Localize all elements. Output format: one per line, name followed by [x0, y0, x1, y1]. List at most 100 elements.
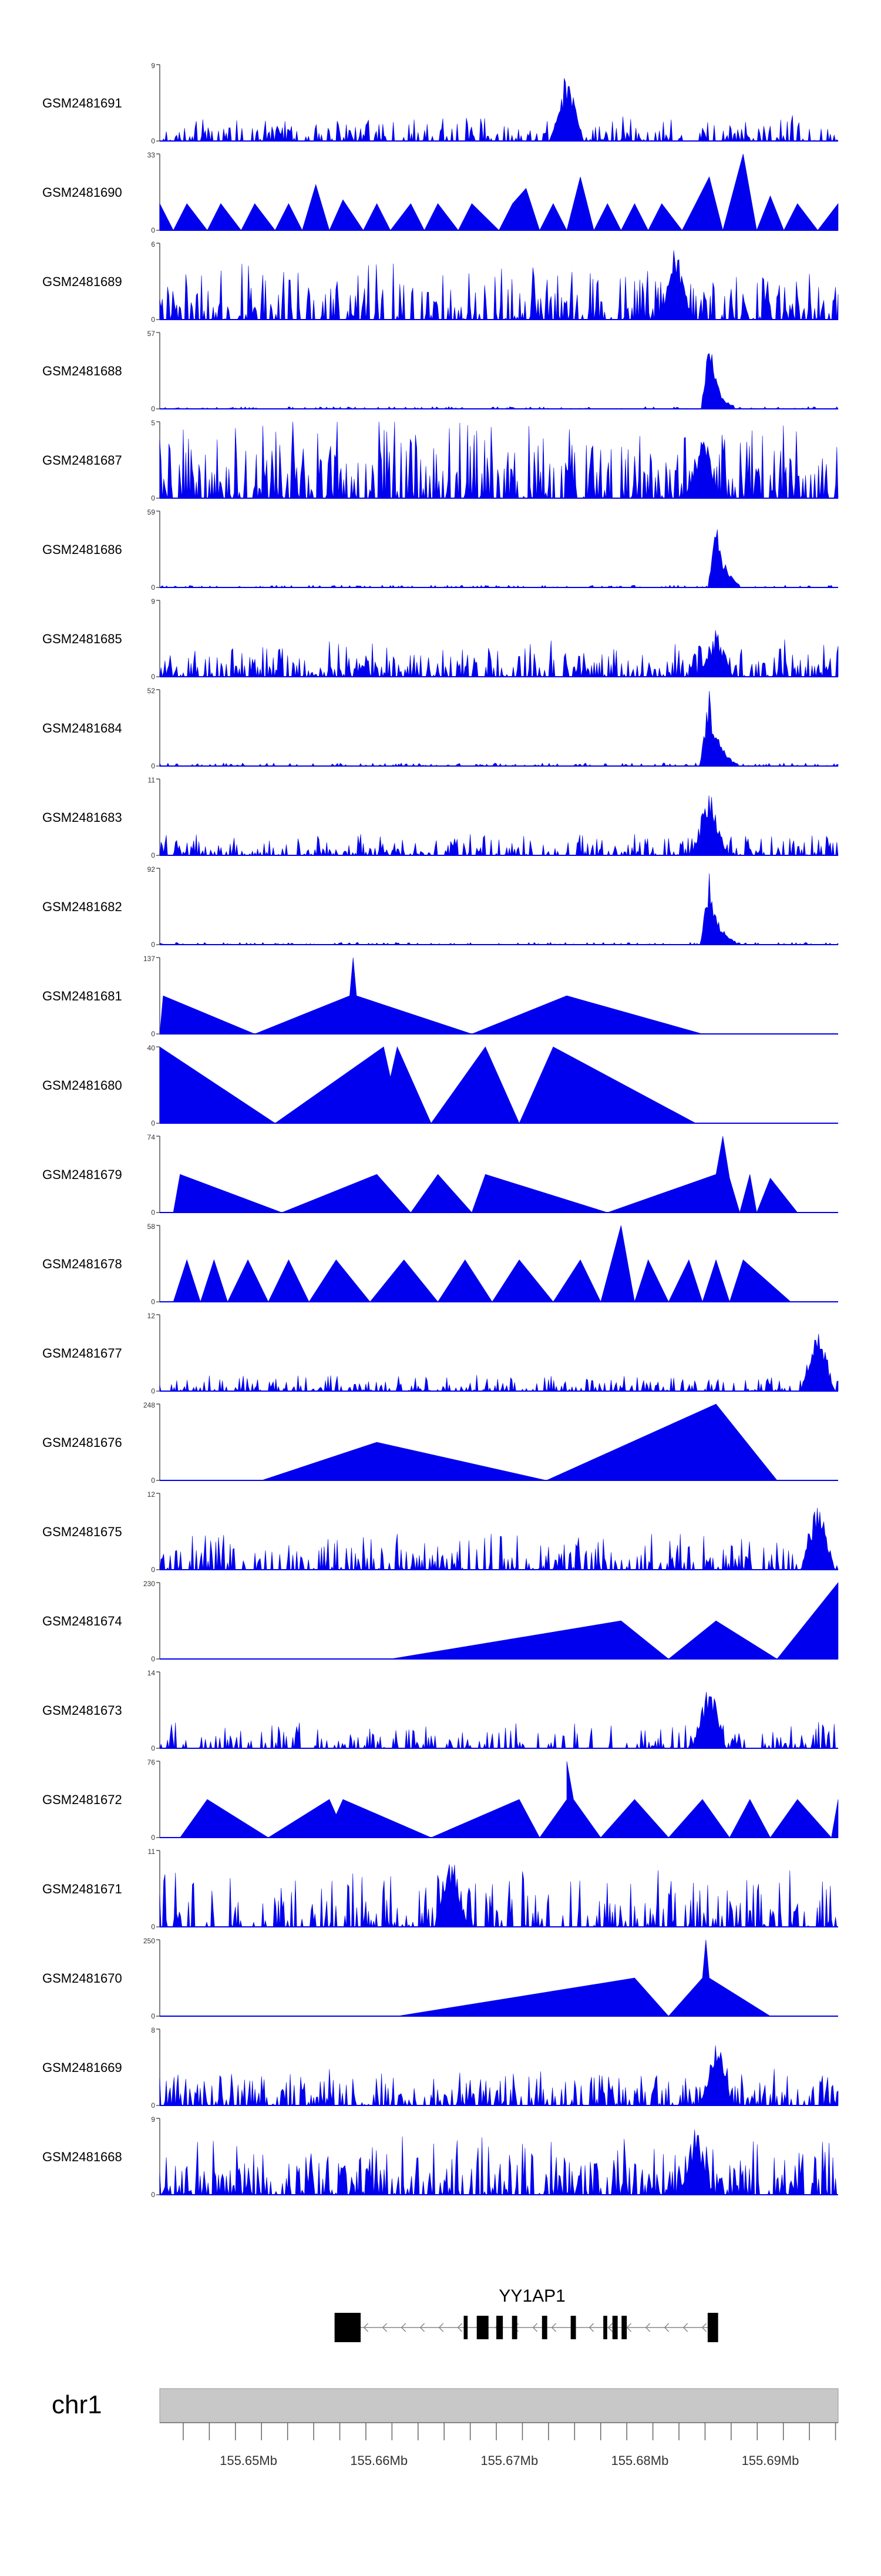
y-min-label: 0 [151, 1387, 155, 1395]
gene-exon [512, 2316, 517, 2339]
track-label: GSM2481691 [42, 96, 122, 110]
x-tick-label: 155.68Mb [611, 2453, 668, 2468]
strand-arrow [664, 2323, 670, 2332]
coverage-area [397, 1939, 771, 2017]
strand-arrow [419, 2323, 425, 2332]
track-label: GSM2481682 [42, 899, 122, 914]
track-label: GSM2481685 [42, 632, 122, 646]
chromosome-band [159, 2388, 839, 2423]
track-label: GSM2481675 [42, 1524, 122, 1539]
y-min-label: 0 [151, 1476, 155, 1485]
y-min-label: 0 [151, 1566, 155, 1574]
coverage-area [261, 1403, 778, 1481]
gene-exon [570, 2316, 576, 2339]
y-min-label: 0 [151, 673, 155, 681]
track-GSM2481668: GSM2481668 9 0 [42, 2115, 838, 2199]
gene-exon [476, 2316, 489, 2339]
coverage-area [159, 2045, 839, 2107]
chromosome-label: chr1 [52, 2390, 102, 2419]
track-label: GSM2481674 [42, 1614, 122, 1628]
y-min-label: 0 [151, 583, 155, 592]
y-max-label: 137 [143, 955, 155, 963]
track-GSM2481677: GSM2481677 12 0 [42, 1312, 839, 1395]
gene-name: YY1AP1 [499, 2286, 565, 2306]
y-min-label: 0 [151, 405, 155, 413]
track-GSM2481688: GSM2481688 57 0 [42, 330, 839, 413]
strand-arrow [645, 2323, 651, 2332]
coverage-area [390, 1582, 839, 1660]
strand-arrow [363, 2323, 369, 2332]
y-min-label: 0 [151, 315, 155, 324]
y-max-label: 8 [151, 2026, 155, 2034]
coverage-area [159, 873, 839, 945]
track-GSM2481685: GSM2481685 9 0 [42, 597, 839, 681]
y-max-label: 250 [143, 1937, 155, 1945]
y-max-label: 92 [147, 865, 156, 874]
track-label: GSM2481688 [42, 364, 122, 378]
data-tracks: GSM248169190GSM2481690330GSM248168960GSM… [42, 62, 839, 2199]
gene-exon [707, 2313, 718, 2342]
track-label: GSM2481670 [42, 1971, 122, 1986]
track-label: GSM2481677 [42, 1346, 122, 1361]
y-min-label: 0 [151, 762, 155, 770]
track-label: GSM2481676 [42, 1435, 122, 1450]
strand-arrow [682, 2323, 688, 2332]
track-GSM2481683: GSM2481683 11 0 [42, 776, 839, 859]
track-GSM2481671: GSM2481671 11 0 [42, 1848, 838, 1931]
coverage-area [180, 1761, 839, 1838]
y-min-label: 0 [151, 494, 155, 502]
track-GSM2481672: GSM2481672 76 0 [42, 1758, 839, 1842]
y-min-label: 0 [151, 2012, 155, 2020]
y-max-label: 11 [148, 1848, 156, 1856]
strand-arrow [382, 2323, 388, 2332]
track-GSM2481669: GSM2481669 8 0 [42, 2026, 839, 2110]
y-min-label: 0 [151, 1119, 155, 1127]
track-GSM2481687: GSM2481687 5 0 [42, 419, 839, 502]
track-GSM2481670: GSM2481670 250 0 [42, 1937, 838, 2020]
track-label: GSM2481684 [42, 721, 122, 735]
track-GSM2481681: GSM2481681 137 0 [42, 955, 838, 1038]
track-GSM2481674: GSM2481674 230 0 [42, 1580, 839, 1663]
track-label: GSM2481672 [42, 1792, 122, 1807]
y-max-label: 9 [151, 62, 155, 70]
track-GSM2481680: GSM2481680 40 0 [42, 1044, 838, 1127]
y-min-label: 0 [151, 1744, 155, 1752]
y-min-label: 0 [151, 1030, 155, 1038]
track-GSM2481675: GSM2481675 12 0 [42, 1490, 839, 1574]
track-label: GSM2481686 [42, 542, 122, 557]
coverage-area [159, 1864, 838, 1928]
coverage-area [159, 795, 839, 857]
track-label: GSM2481690 [42, 185, 122, 200]
y-max-label: 12 [147, 1312, 156, 1320]
track-label: GSM2481689 [42, 274, 122, 289]
y-max-label: 58 [147, 1222, 156, 1231]
y-max-label: 14 [147, 1669, 156, 1677]
track-label: GSM2481673 [42, 1703, 122, 1718]
y-min-label: 0 [151, 2101, 155, 2110]
strand-arrow [607, 2323, 613, 2332]
y-min-label: 0 [151, 1833, 155, 1842]
gene-exon [463, 2316, 468, 2339]
y-min-label: 0 [151, 1923, 155, 1931]
y-min-label: 0 [151, 137, 155, 145]
x-tick-label: 155.69Mb [742, 2453, 799, 2468]
y-max-label: 9 [151, 2115, 155, 2124]
strand-arrow [626, 2323, 632, 2332]
track-GSM2481689: GSM2481689 6 0 [42, 240, 839, 324]
coverage-area [173, 1136, 798, 1214]
y-max-label: 76 [147, 1758, 156, 1766]
track-label: GSM2481669 [42, 2060, 122, 2075]
coverage-area [159, 630, 839, 678]
coverage-area [159, 691, 839, 767]
strand-arrow [457, 2323, 463, 2332]
y-min-label: 0 [151, 226, 155, 234]
gene-exon [542, 2316, 547, 2339]
y-max-label: 33 [147, 151, 156, 159]
gene-exon [496, 2316, 503, 2339]
coverage-area [159, 1507, 839, 1571]
y-max-label: 52 [147, 687, 156, 695]
y-max-label: 40 [147, 1044, 156, 1052]
y-min-label: 0 [151, 941, 155, 949]
coverage-area [159, 1691, 838, 1749]
